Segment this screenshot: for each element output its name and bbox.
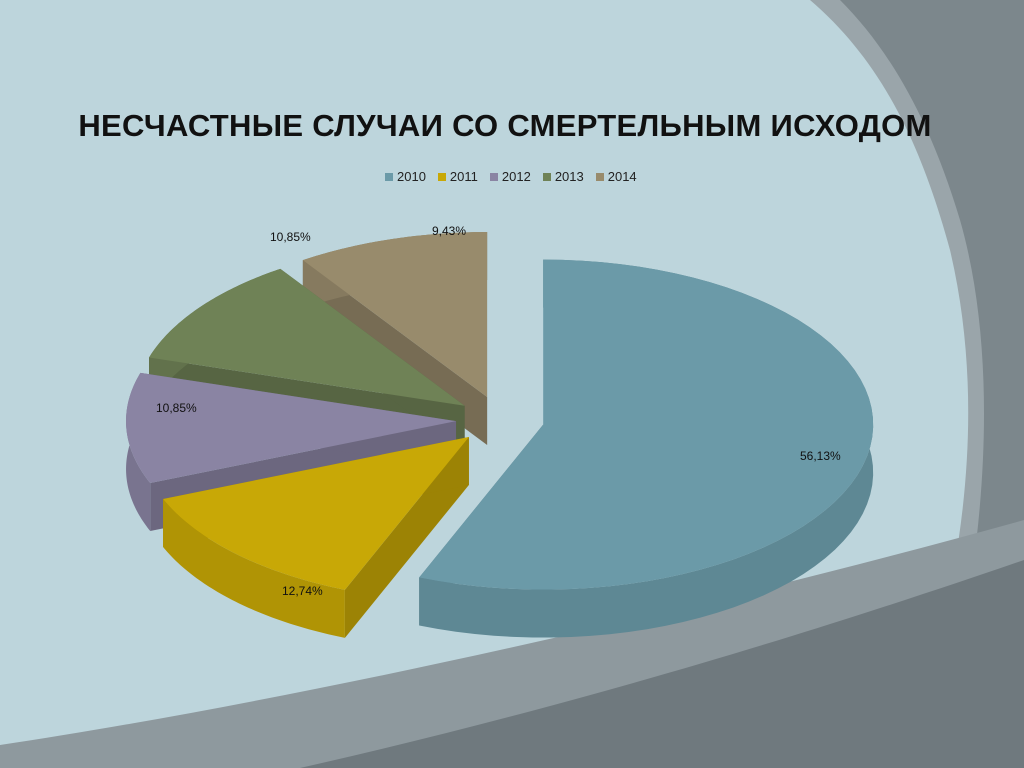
legend: 2010 2011 2012 2013 2014: [385, 169, 637, 184]
legend-swatch: [595, 172, 604, 181]
legend-item-2010: 2010: [385, 169, 426, 184]
data-label-2011: 12,74%: [282, 584, 323, 598]
legend-label: 2013: [554, 169, 584, 184]
data-label-2014: 9,43%: [432, 224, 467, 238]
legend-swatch: [489, 172, 498, 181]
data-label-2010: 56,13%: [800, 449, 841, 463]
legend-label: 2014: [607, 169, 637, 184]
bottom-decor-dark: [300, 560, 1024, 768]
legend-label: 2010: [397, 169, 426, 184]
data-label-2012: 10,85%: [156, 401, 197, 415]
slice-top: [302, 232, 488, 398]
legend-swatch: [542, 172, 551, 181]
slice-top: [149, 268, 465, 406]
data-label-2013: 10,85%: [270, 230, 311, 244]
slice-top: [419, 259, 874, 590]
legend-swatch: [385, 172, 393, 181]
legend-item-2014: 2014: [595, 169, 637, 184]
legend-item-2012: 2012: [489, 169, 531, 184]
slice-top: [163, 436, 469, 590]
legend-label: 2011: [449, 169, 478, 184]
pie-slice-2010: [419, 259, 874, 638]
legend-swatch: [437, 172, 446, 181]
legend-item-2011: 2011: [437, 169, 478, 184]
slice-wall: [419, 259, 874, 638]
chart-title: НЕСЧАСТНЫЕ СЛУЧАИ СО СМЕРТЕЛЬНЫМ ИСХОДОМ: [78, 108, 932, 143]
legend-label: 2012: [501, 169, 531, 184]
pie-slice-2011: [163, 436, 469, 638]
legend-item-2013: 2013: [542, 169, 584, 184]
slice-wall: [163, 498, 345, 638]
slice-top: [126, 372, 457, 484]
